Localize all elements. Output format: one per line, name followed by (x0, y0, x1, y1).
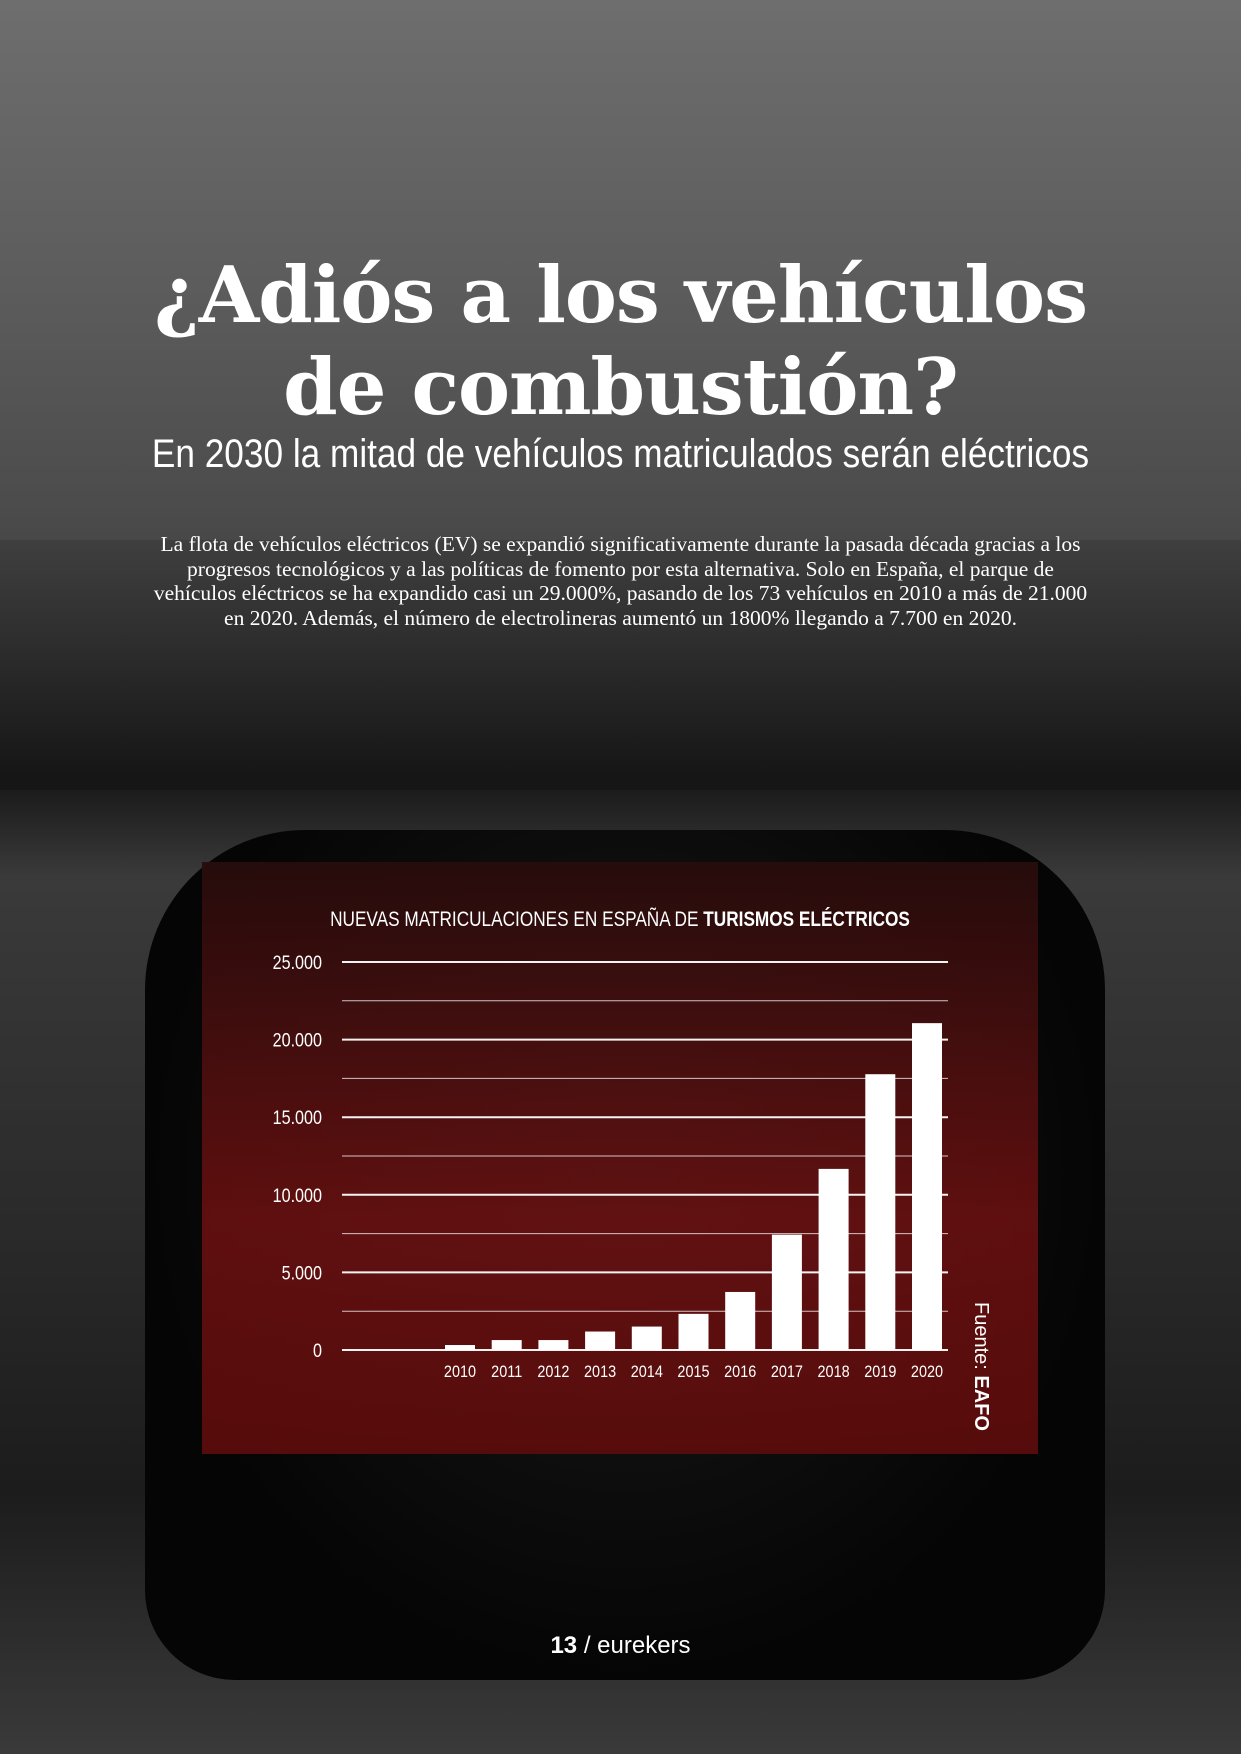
x-tick-label: 2014 (631, 1363, 663, 1381)
bar (725, 1291, 756, 1350)
bar (585, 1331, 616, 1350)
y-tick-label: 15.000 (273, 1107, 323, 1129)
y-tick-label: 10.000 (273, 1185, 323, 1207)
x-tick-label: 2013 (584, 1363, 616, 1381)
page-footer: 13 / eurekers (550, 1632, 691, 1659)
x-tick-label: 2019 (864, 1363, 896, 1381)
source-note: Fuente: EAFO (970, 1302, 992, 1431)
x-tick-label: 2011 (491, 1363, 522, 1381)
intro-paragraph: La flota de vehículos eléctricos (EV) se… (153, 532, 1088, 630)
y-tick-label: 25.000 (273, 952, 323, 974)
bar (818, 1168, 849, 1350)
bar (771, 1234, 802, 1350)
bar (445, 1345, 475, 1350)
chart-title: NUEVAS MATRICULACIONES EN ESPAÑA DE TURI… (330, 908, 910, 931)
y-tick-label: 20.000 (273, 1029, 323, 1051)
x-tick-label: 2012 (537, 1363, 569, 1381)
background-parking (0, 540, 1241, 790)
x-tick-label: 2018 (818, 1363, 850, 1381)
bar (538, 1340, 569, 1350)
x-tick-label: 2015 (677, 1363, 709, 1381)
y-tick-label: 0 (313, 1340, 322, 1362)
bar (491, 1340, 522, 1350)
headline: ¿Adiós a los vehículos de combustión? (154, 250, 1088, 433)
bar (678, 1313, 709, 1350)
x-tick-label: 2020 (911, 1363, 943, 1381)
bar (865, 1074, 896, 1350)
x-tick-label: 2016 (724, 1363, 756, 1381)
chart-panel: NUEVAS MATRICULACIONES EN ESPAÑA DE TURI… (202, 862, 1038, 1454)
x-tick-label: 2017 (771, 1363, 803, 1381)
bar (631, 1326, 662, 1350)
bar (912, 1023, 942, 1350)
y-tick-label: 5.000 (282, 1262, 323, 1284)
x-tick-label: 2010 (444, 1363, 476, 1381)
subtitle: En 2030 la mitad de vehículos matriculad… (151, 432, 1090, 476)
bar-chart: 0 5.000 10.000 15.000 20.000 25.000 2010 2011 20… (273, 952, 992, 1431)
